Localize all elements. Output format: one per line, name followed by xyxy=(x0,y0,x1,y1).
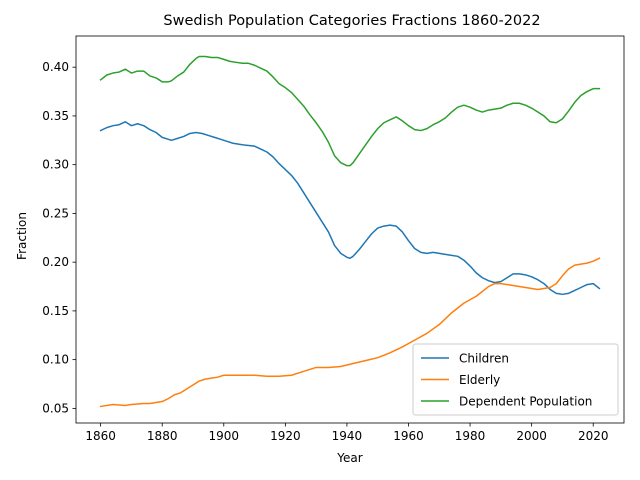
x-tick-label: 1900 xyxy=(209,429,240,443)
series-line-2 xyxy=(99,55,601,167)
series-line-0 xyxy=(99,121,601,296)
x-tick-label: 2020 xyxy=(578,429,609,443)
y-tick-label: 0.10 xyxy=(42,353,69,367)
legend-label-0: Children xyxy=(459,352,509,366)
y-tick-label: 0.20 xyxy=(42,255,69,269)
x-tick-label: 1960 xyxy=(393,429,424,443)
y-tick-label: 0.40 xyxy=(42,60,69,74)
y-tick-label: 0.30 xyxy=(42,158,69,172)
legend-label-2: Dependent Population xyxy=(459,395,592,409)
legend-box xyxy=(412,343,619,416)
x-tick-label: 1920 xyxy=(270,429,301,443)
x-tick-label: 2000 xyxy=(516,429,547,443)
legend: Children Elderly Dependent Population xyxy=(412,343,619,416)
chart-title: Swedish Population Categories Fractions … xyxy=(163,13,540,29)
x-tick-label: 1860 xyxy=(85,429,116,443)
series-line-1 xyxy=(99,257,601,408)
y-axis: 0.05 0.10 0.15 0.20 0.25 0.30 0.35 0.40 xyxy=(42,60,76,415)
plot-area xyxy=(75,35,625,424)
y-tick-label: 0.15 xyxy=(42,304,69,318)
x-axis: 1860 1880 1900 1920 1940 1960 1980 2000 2020 xyxy=(85,423,608,443)
y-tick-label: 0.05 xyxy=(42,401,69,415)
x-tick-label: 1880 xyxy=(147,429,178,443)
y-axis-label: Fraction xyxy=(15,212,29,260)
y-tick-label: 0.25 xyxy=(42,206,69,220)
axes-frame xyxy=(75,35,625,424)
x-axis-label: Year xyxy=(336,451,362,465)
x-tick-label: 1940 xyxy=(332,429,363,443)
x-tick-label: 1980 xyxy=(455,429,486,443)
y-tick-label: 0.35 xyxy=(42,109,69,123)
legend-label-1: Elderly xyxy=(459,373,500,387)
